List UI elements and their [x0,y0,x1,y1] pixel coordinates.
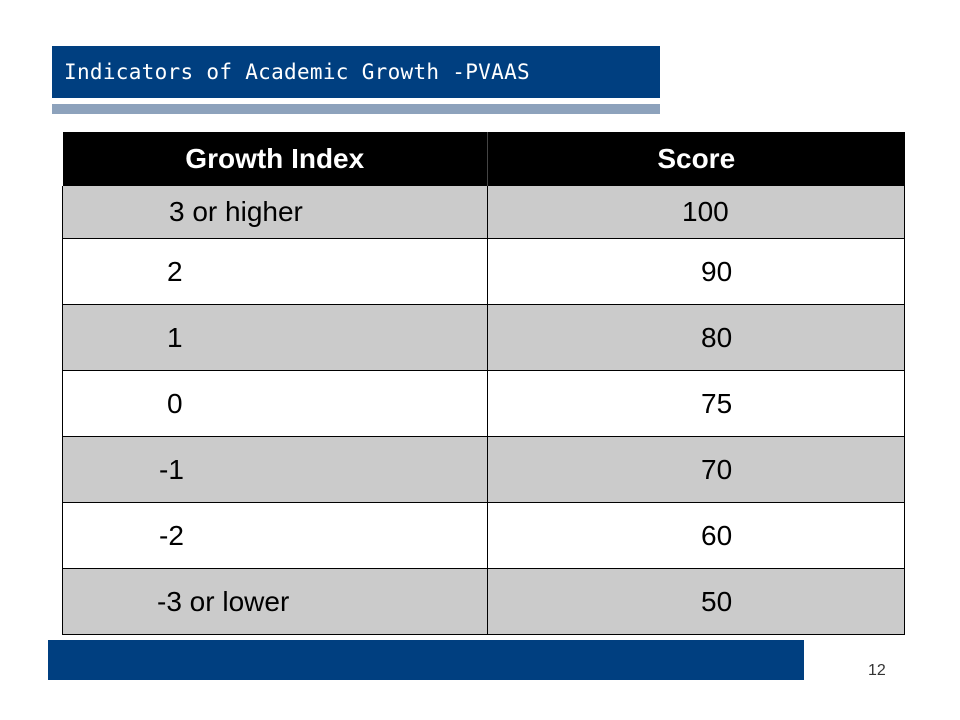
growth-index-value: 2 [167,255,183,287]
score-cell: 70 [487,436,905,503]
score-cell: 75 [487,370,905,437]
growth-index-value: 0 [167,387,183,419]
growth-index-cell: 2 [62,238,488,305]
table-header-row: Growth Index Score [62,132,905,186]
growth-index-cell: 1 [62,304,488,371]
growth-index-value: -2 [159,519,184,551]
table-row: -3 or lower 50 [62,568,905,635]
table-row: 1 80 [62,304,905,371]
growth-index-cell: -2 [62,502,488,569]
score-cell: 100 [487,186,905,239]
growth-index-value: 1 [167,321,183,353]
score-value: 90 [701,255,733,287]
growth-index-value: -3 or lower [157,585,290,617]
score-value: 100 [682,196,729,227]
header-score: Score [487,132,905,186]
score-cell: 50 [487,568,905,635]
slide-title: Indicators of Academic Growth -PVAAS [52,46,660,98]
footer-bar [48,640,804,680]
table-row: 0 75 [62,370,905,437]
growth-score-table: Growth Index Score 3 or higher 100 2 90 … [62,132,905,635]
growth-index-value: 3 or higher [169,196,303,227]
growth-index-cell: 0 [62,370,488,437]
growth-index-value: -1 [159,453,184,485]
table-row: 3 or higher 100 [62,186,905,239]
title-underline [52,104,660,114]
table-row: 2 90 [62,238,905,305]
growth-index-cell: -1 [62,436,488,503]
score-value: 75 [701,387,733,419]
score-cell: 80 [487,304,905,371]
score-value: 80 [701,321,733,353]
growth-index-cell: 3 or higher [62,186,488,239]
score-value: 60 [701,519,733,551]
table-row: -2 60 [62,502,905,569]
growth-index-cell: -3 or lower [62,568,488,635]
score-value: 70 [701,453,733,485]
score-value: 50 [701,585,733,617]
table-row: -1 70 [62,436,905,503]
score-cell: 60 [487,502,905,569]
page-number: 12 [868,662,886,679]
header-growth-index: Growth Index [62,132,488,186]
score-cell: 90 [487,238,905,305]
